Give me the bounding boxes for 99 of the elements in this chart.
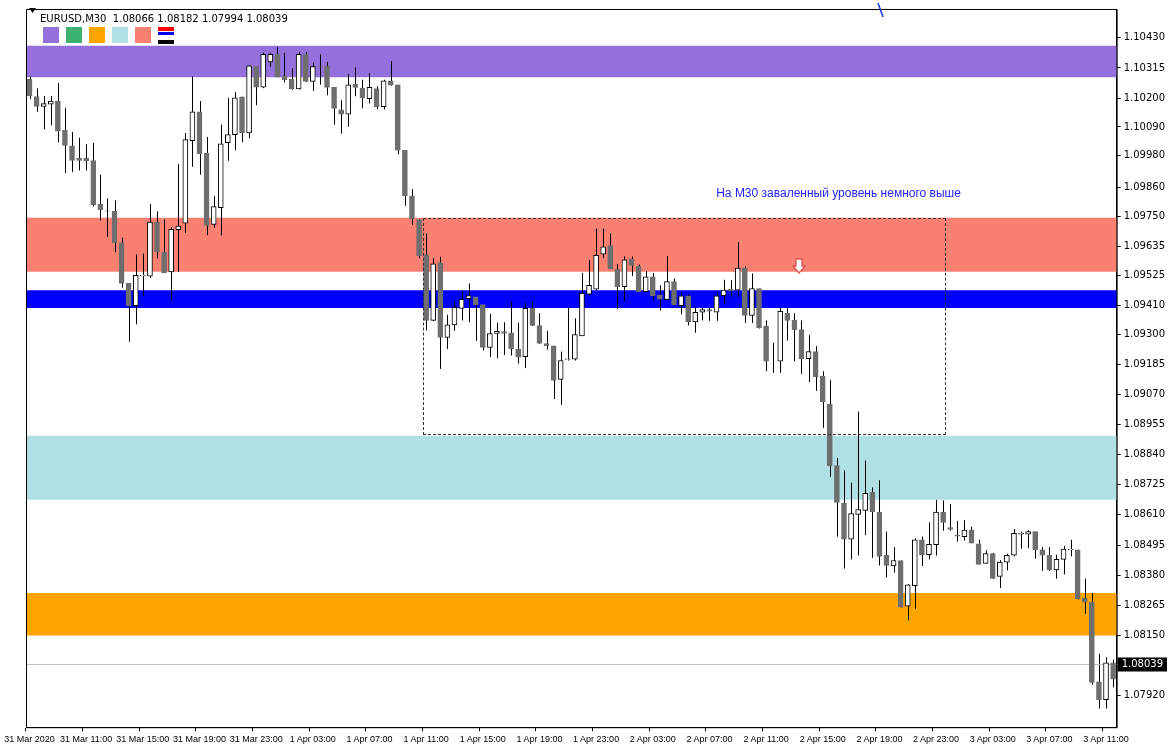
candlestick [225,97,231,162]
candlestick [607,233,614,270]
y-tick-label: 1.08955 [1123,418,1166,430]
candlestick [352,66,359,97]
candlestick [409,188,415,226]
y-tick-label: 1.09410 [1123,298,1166,310]
candlestick [940,499,946,532]
x-tick-label: 31 Mar 19:00 [172,734,227,745]
x-tick-label: 2 Apr 15:00 [799,734,846,745]
candlestick [161,218,167,274]
candlestick [83,143,90,171]
y-tick-label: 1.08380 [1123,568,1166,580]
candlestick [494,322,500,359]
x-tick-label: 2 Apr 11:00 [743,734,789,745]
x-tick-label: 3 Apr 03:00 [969,734,1016,745]
candlestick [40,95,47,130]
candlestick [310,61,316,92]
y-tick-label: 1.08265 [1123,598,1166,610]
candlestick [62,107,68,174]
x-tick-label: 2 Apr 07:00 [686,734,733,745]
y-tick-label: 1.08610 [1123,508,1166,520]
candlestick [657,284,663,311]
y-tick-label: 1.09070 [1123,387,1166,399]
x-tick-label: 1 Apr 11:00 [403,734,449,745]
candlestick [919,536,925,567]
candlestick [586,259,592,296]
y-tick-label: 1.08495 [1123,538,1166,550]
candlestick [324,61,330,96]
y-tick-label: 1.10200 [1123,91,1166,103]
candlestick [487,313,493,358]
y-tick-label: 1.09980 [1123,149,1166,161]
candlestick [628,255,635,277]
candlestick [649,272,656,302]
y-tick-label: 1.10315 [1123,61,1166,73]
candlestick [671,277,677,307]
candlestick [210,195,217,229]
candlestick [1032,531,1039,560]
candlestick [904,583,911,621]
candlestick [69,131,75,173]
candlestick [996,559,1003,589]
y-tick-label: 1.09525 [1123,268,1166,280]
candlestick [76,137,82,171]
candlestick [1039,546,1046,572]
candlestick [501,321,507,356]
candlestick [572,317,578,361]
x-tick-label: 1 Apr 15:00 [459,734,506,745]
candlestick [472,296,479,342]
y-tick-label: 1.08725 [1123,478,1166,490]
y-tick-label: 1.10430 [1123,31,1166,43]
x-tick-label: 2 Apr 03:00 [629,734,676,745]
candlestick [140,253,146,297]
candlestick [387,60,394,87]
x-tick-label: 31 Mar 23:00 [229,734,283,745]
candlestick [253,65,259,106]
candlestick [515,322,522,365]
candlestick [557,351,564,406]
candlestick [1096,653,1102,710]
y-tick-label: 1.07920 [1123,689,1166,701]
x-tick-label: 31 Mar 2020 [4,734,55,745]
y-tick-label: 1.08150 [1123,629,1166,641]
candlestick [642,270,649,293]
x-tick-label: 3 Apr 07:00 [1026,734,1073,745]
x-tick-label: 1 Apr 23:00 [573,734,620,745]
candlestick [784,306,791,342]
x-tick-label: 1 Apr 19:00 [516,734,563,745]
chart-title: EURUSD,M30 1.08066 1.08182 1.07994 1.08039 [40,12,288,24]
ref-line-label: 1.08039 [1121,658,1164,670]
candlestick [869,486,876,559]
x-tick-label: 2 Apr 19:00 [856,734,903,745]
y-tick-label: 1.09860 [1123,180,1166,192]
candlestick [692,306,699,334]
candlestick [125,282,132,343]
candlestick [331,86,337,126]
annotation: На М30 заваленный уровень немного выше [716,186,962,201]
x-tick-label: 31 Mar 11:00 [60,734,113,745]
x-tick-label: 31 Mar 15:00 [116,734,170,745]
y-tick-label: 1.09185 [1123,357,1166,369]
candlestick [862,460,869,536]
candlestick [1011,528,1017,557]
candlestick [1081,578,1088,615]
candlestick [600,228,607,259]
y-tick-label: 1.09300 [1123,327,1166,339]
y-tick-label: 1.10090 [1123,120,1166,132]
x-tick-label: 1 Apr 07:00 [346,734,393,745]
candlestick [855,411,861,557]
y-tick-label: 1.09635 [1123,239,1166,251]
x-tick-label: 2 Apr 23:00 [913,734,960,745]
x-tick-label: 3 Apr 11:00 [1083,734,1129,745]
x-tick-label: 1 Apr 03:00 [289,734,336,745]
y-tick-label: 1.08840 [1123,448,1166,460]
candlestick [734,241,741,298]
candlestick [1025,529,1031,549]
candlestick [954,520,961,543]
candlestick [926,521,932,560]
y-tick-label: 1.09750 [1123,209,1166,221]
candlestick [508,301,514,357]
candlestick [947,503,954,532]
candlestick [678,292,684,315]
candlestick [664,255,670,301]
